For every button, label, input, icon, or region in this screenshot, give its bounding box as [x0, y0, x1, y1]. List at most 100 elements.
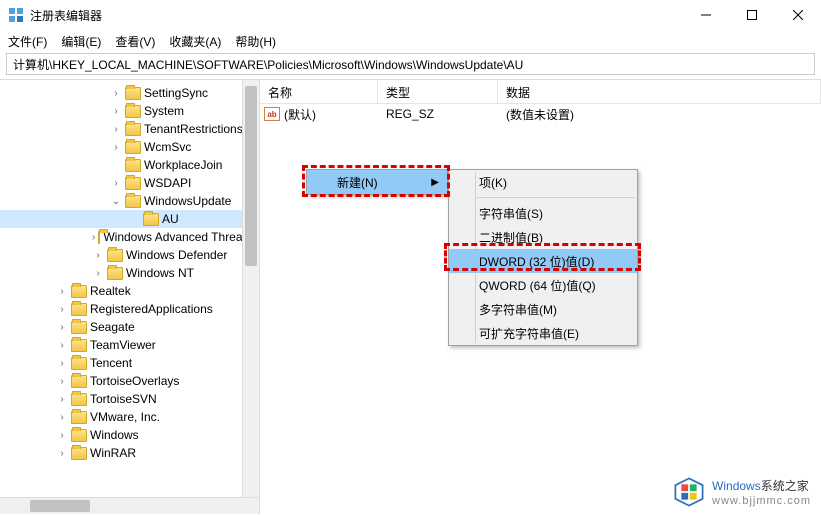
folder-icon: [71, 357, 87, 370]
menu-favorites[interactable]: 收藏夹(A): [169, 33, 221, 50]
chevron-right-icon[interactable]: ›: [56, 340, 68, 351]
folder-icon: [71, 339, 87, 352]
address-bar[interactable]: 计算机\HKEY_LOCAL_MACHINE\SOFTWARE\Policies…: [6, 53, 815, 75]
tree-item[interactable]: ›TeamViewer: [0, 336, 259, 354]
folder-icon: [125, 141, 141, 154]
menu-item-dword[interactable]: DWORD (32 位)值(D): [449, 249, 637, 273]
watermark-text: Windows系统之家 www.bjjmmc.com: [712, 477, 811, 507]
tree-item-label: Windows Advanced Threat Protection: [103, 230, 259, 244]
chevron-right-icon[interactable]: ›: [110, 124, 122, 135]
list-rows: ab(默认)REG_SZ(数值未设置): [260, 104, 821, 124]
list-header: 名称 类型 数据: [260, 80, 821, 104]
chevron-right-icon[interactable]: ›: [56, 322, 68, 333]
menu-separator: [477, 197, 635, 198]
window-controls: [683, 0, 821, 30]
tree-item-label: TortoiseOverlays: [90, 374, 179, 388]
scrollbar-thumb[interactable]: [245, 86, 257, 266]
value-name: (默认): [284, 106, 316, 123]
menu-item-key[interactable]: 项(K): [449, 170, 637, 194]
tree-item[interactable]: ›TenantRestrictions: [0, 120, 259, 138]
tree-item[interactable]: ›Seagate: [0, 318, 259, 336]
chevron-right-icon[interactable]: ›: [56, 376, 68, 387]
tree-item[interactable]: ›Windows NT: [0, 264, 259, 282]
watermark-url: www.bjjmmc.com: [712, 495, 811, 507]
tree-item[interactable]: › TortoiseOverlays: [0, 372, 259, 390]
tree-item[interactable]: ⌄ WindowsUpdate: [0, 192, 259, 210]
scrollbar-thumb[interactable]: [30, 500, 90, 512]
chevron-right-icon[interactable]: ›: [56, 448, 68, 459]
chevron-right-icon[interactable]: ›: [56, 304, 68, 315]
context-submenu[interactable]: 项(K) 字符串值(S) 二进制值(B) DWORD (32 位)值(D) QW…: [448, 169, 638, 346]
menu-item-qword[interactable]: QWORD (64 位)值(Q): [449, 273, 637, 297]
menu-file[interactable]: 文件(F): [8, 33, 47, 50]
tree-item-label: WindowsUpdate: [144, 194, 231, 208]
menu-item-label: DWORD (32 位)值(D): [479, 253, 594, 270]
folder-icon: [71, 285, 87, 298]
list-row[interactable]: ab(默认)REG_SZ(数值未设置): [260, 104, 821, 124]
tree-item[interactable]: AU: [0, 210, 259, 228]
chevron-right-icon[interactable]: ›: [92, 268, 104, 279]
menu-item-expand[interactable]: 可扩充字符串值(E): [449, 321, 637, 345]
tree-item[interactable]: ›SettingSync: [0, 84, 259, 102]
minimize-button[interactable]: [683, 0, 729, 30]
menu-view[interactable]: 查看(V): [115, 33, 155, 50]
chevron-right-icon[interactable]: ›: [56, 430, 68, 441]
folder-icon: [143, 213, 159, 226]
folder-icon: [125, 195, 141, 208]
chevron-right-icon[interactable]: ›: [92, 250, 104, 261]
tree-item[interactable]: › Windows Defender: [0, 246, 259, 264]
menu-item-binary[interactable]: 二进制值(B): [449, 225, 637, 249]
menu-item-label: QWORD (64 位)值(Q): [479, 277, 596, 294]
value-type: REG_SZ: [378, 107, 498, 121]
context-menu[interactable]: 新建(N) ▶: [306, 169, 448, 195]
tree-item-label: Windows Defender: [126, 248, 227, 262]
close-button[interactable]: [775, 0, 821, 30]
chevron-right-icon[interactable]: ›: [56, 394, 68, 405]
registry-tree[interactable]: ›SettingSync›System›TenantRestrictions›W…: [0, 80, 259, 497]
chevron-right-icon[interactable]: ›: [110, 178, 122, 189]
folder-icon: [71, 447, 87, 460]
tree-item[interactable]: ›Windows: [0, 426, 259, 444]
tree-vertical-scrollbar[interactable]: [242, 80, 259, 497]
chevron-right-icon[interactable]: ›: [92, 232, 95, 243]
folder-icon: [71, 429, 87, 442]
tree-item[interactable]: › Realtek: [0, 282, 259, 300]
chevron-right-icon[interactable]: ›: [56, 358, 68, 369]
tree-item-label: WSDAPI: [144, 176, 191, 190]
col-data[interactable]: 数据: [498, 80, 821, 103]
chevron-right-icon[interactable]: ›: [56, 412, 68, 423]
menu-item-string[interactable]: 字符串值(S): [449, 201, 637, 225]
col-name[interactable]: 名称: [260, 80, 378, 103]
tree-horizontal-scrollbar[interactable]: [0, 497, 259, 514]
folder-icon: [71, 393, 87, 406]
chevron-right-icon[interactable]: ›: [56, 286, 68, 297]
regedit-icon: [8, 7, 24, 23]
tree-item[interactable]: › System: [0, 102, 259, 120]
menu-item-label: 二进制值(B): [479, 229, 543, 246]
chevron-right-icon[interactable]: ›: [110, 106, 122, 117]
tree-item[interactable]: ›Tencent: [0, 354, 259, 372]
submenu-arrow-icon: ▶: [431, 177, 439, 188]
tree-item[interactable]: ›RegisteredApplications: [0, 300, 259, 318]
menu-item-label: 字符串值(S): [479, 205, 543, 222]
tree-item[interactable]: ›TortoiseSVN: [0, 390, 259, 408]
tree-item[interactable]: ›WcmSvc: [0, 138, 259, 156]
menu-edit[interactable]: 编辑(E): [61, 33, 101, 50]
menu-item-new[interactable]: 新建(N) ▶: [307, 170, 447, 194]
folder-icon: [71, 303, 87, 316]
tree-item-label: System: [144, 104, 184, 118]
tree-item[interactable]: WorkplaceJoin: [0, 156, 259, 174]
tree-item-label: Realtek: [90, 284, 131, 298]
tree-item[interactable]: ›WinRAR: [0, 444, 259, 462]
tree-item[interactable]: › Windows Advanced Threat Protection: [0, 228, 259, 246]
tree-item-label: AU: [162, 212, 179, 226]
chevron-right-icon[interactable]: ›: [110, 88, 122, 99]
col-type[interactable]: 类型: [378, 80, 498, 103]
tree-item[interactable]: › WSDAPI: [0, 174, 259, 192]
maximize-button[interactable]: [729, 0, 775, 30]
chevron-down-icon[interactable]: ⌄: [110, 196, 122, 207]
menu-help[interactable]: 帮助(H): [235, 33, 276, 50]
chevron-right-icon[interactable]: ›: [110, 142, 122, 153]
menu-item-multi[interactable]: 多字符串值(M): [449, 297, 637, 321]
tree-item[interactable]: ›VMware, Inc.: [0, 408, 259, 426]
